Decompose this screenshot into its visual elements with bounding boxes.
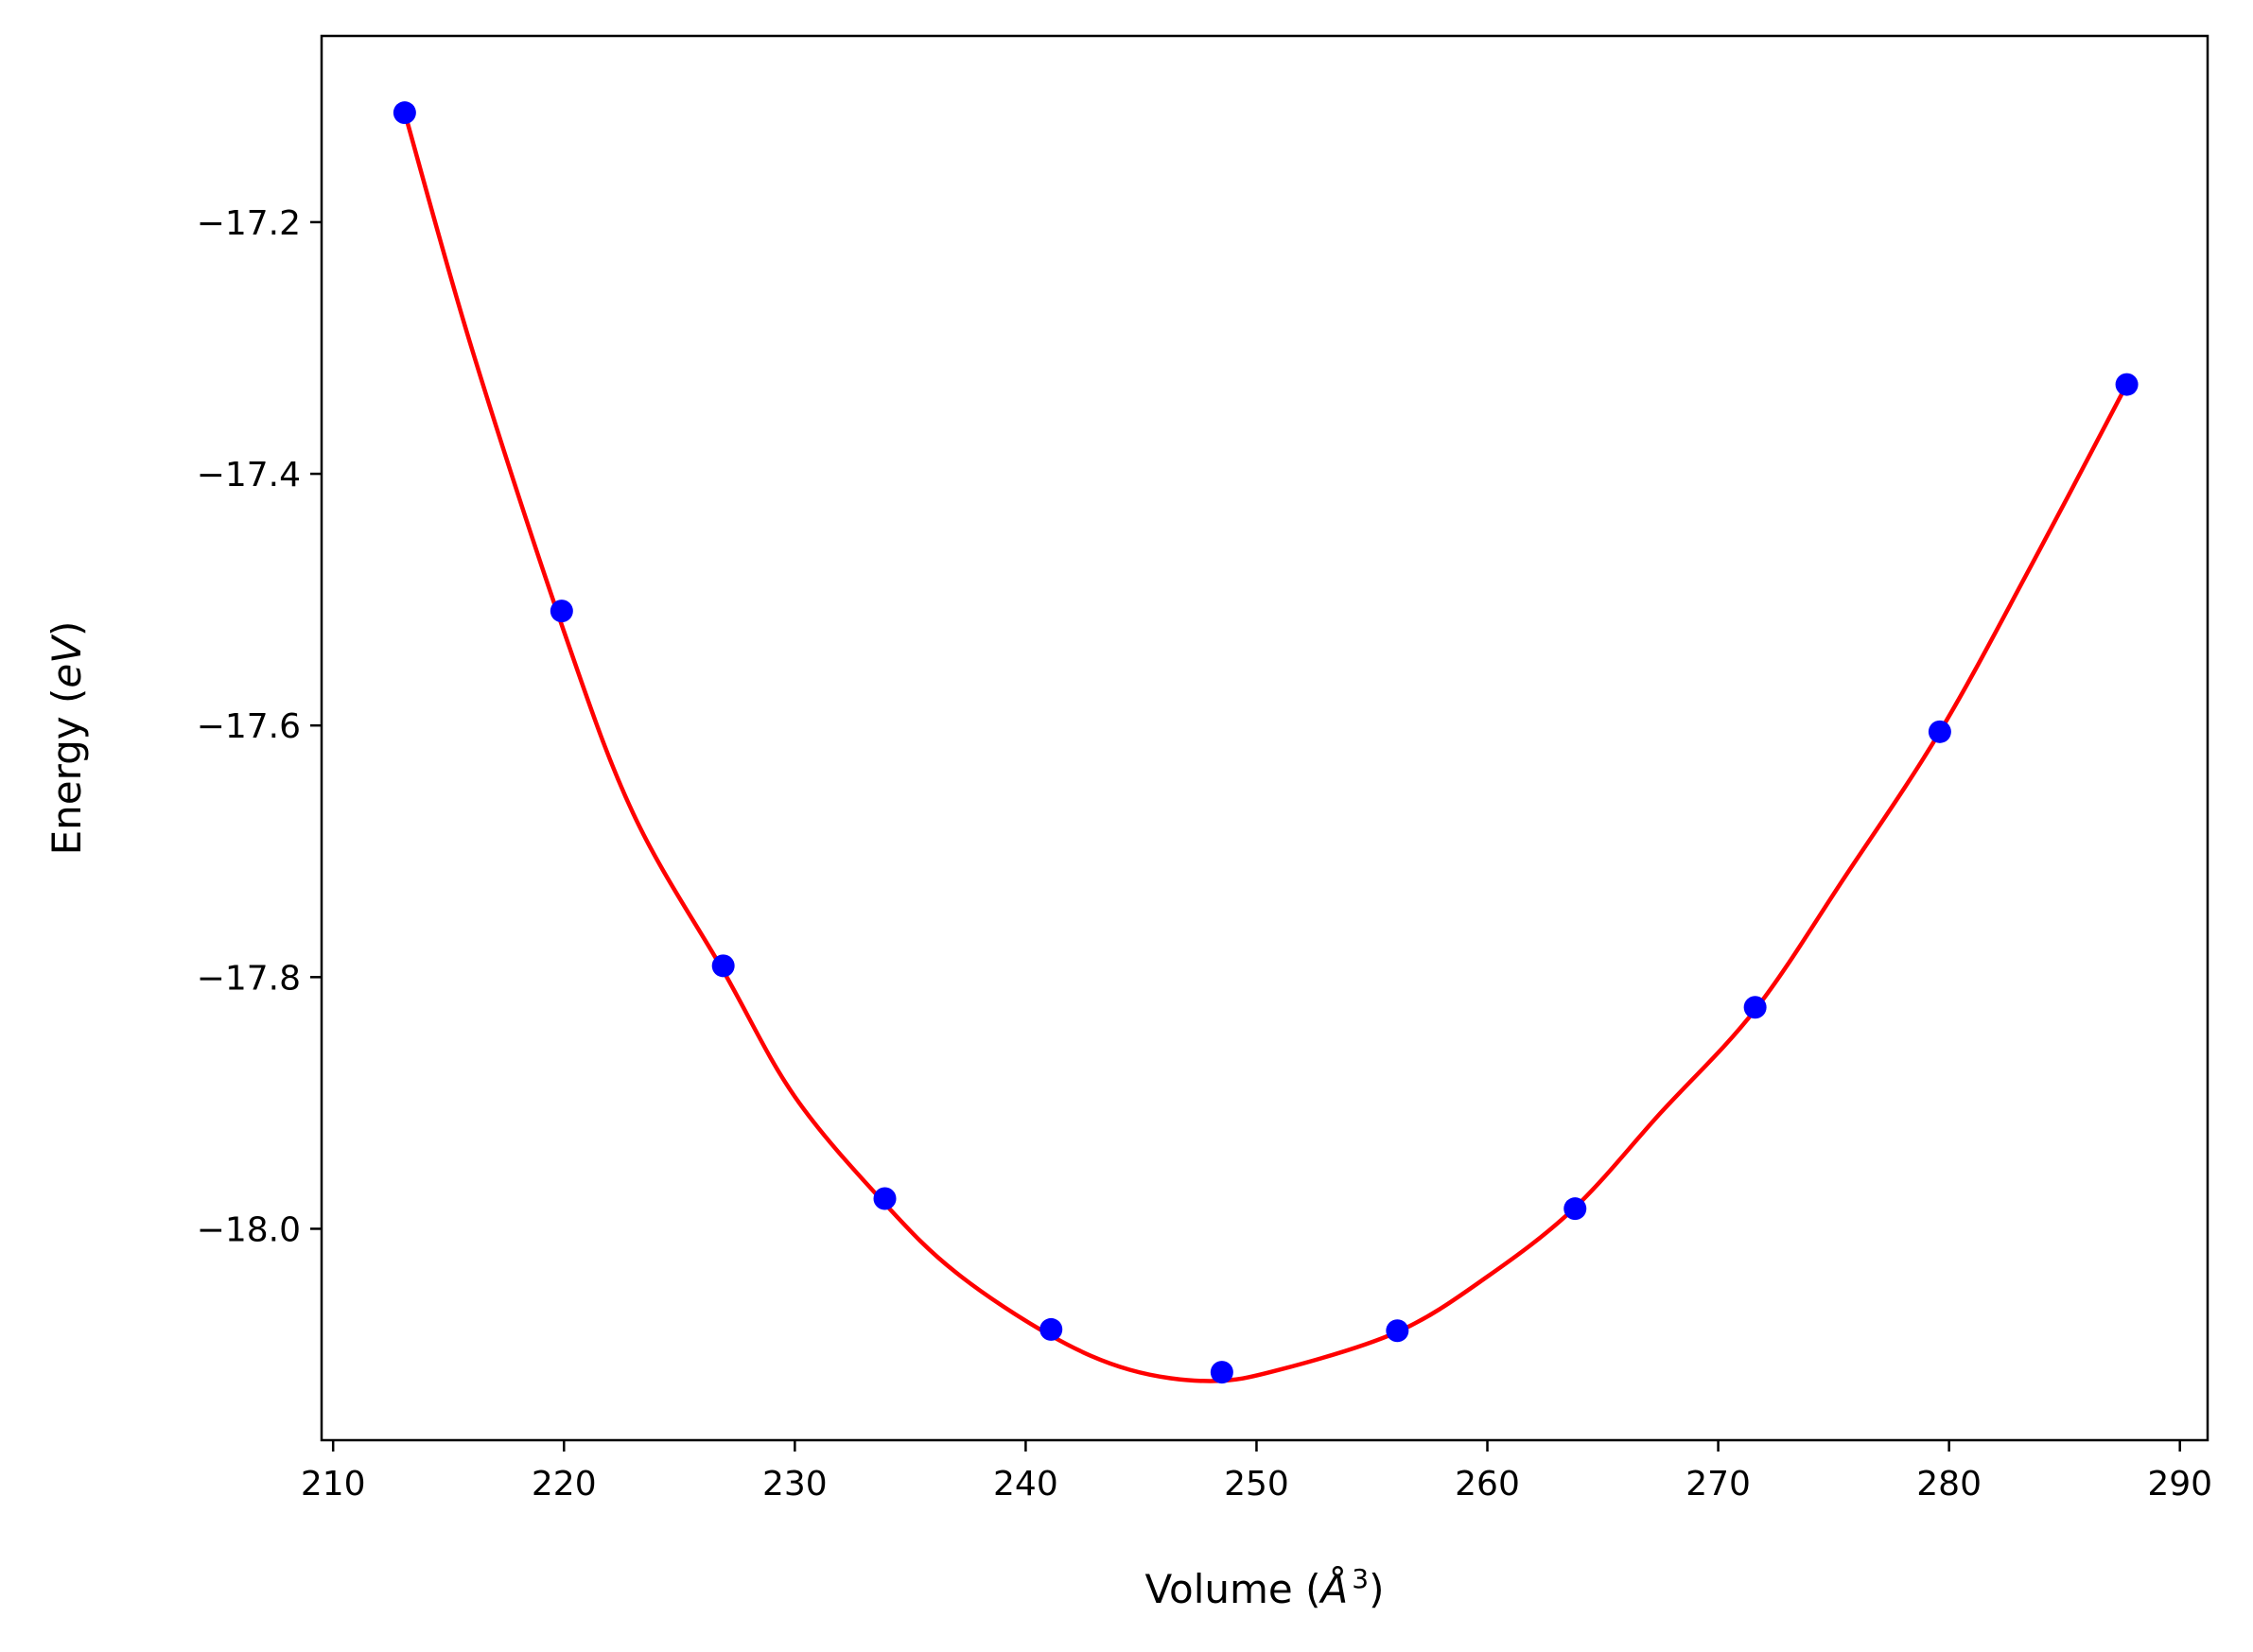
x-axis-label-unit: Å [1319,1565,1349,1612]
x-tick-label: 250 [1224,1465,1289,1504]
x-tick-label: 260 [1455,1465,1520,1504]
data-point [2115,373,2139,396]
y-tick-label: −17.6 [197,707,301,746]
y-tick-label: −18.0 [197,1210,301,1249]
x-tick-label: 210 [301,1465,366,1504]
y-axis-label-suffix: ) [44,621,90,636]
data-point [873,1187,897,1210]
y-axis-label-prefix: Energy ( [44,688,90,856]
x-axis-label-prefix: Volume ( [1145,1566,1321,1612]
x-tick-label: 280 [1916,1465,1982,1504]
x-tick-label: 270 [1685,1465,1751,1504]
data-point [1386,1319,1409,1343]
data-point [1928,720,1951,743]
data-point [1563,1197,1587,1221]
x-axis-label-suffix: ) [1369,1566,1384,1612]
plot-area [393,101,2139,1384]
data-point [1039,1317,1063,1341]
data-point [550,600,573,623]
x-axis-label: Volume (Å 3) [1145,1563,1385,1612]
axes-frame [320,34,2209,1442]
fit-curve [402,112,2129,1383]
x-axis-label-exponent: 3 [1352,1563,1369,1594]
x-tick-label: 240 [993,1465,1058,1504]
x-axis-ticks: 210 220 230 240 250 260 270 280 290 [301,1440,2212,1504]
y-axis-label: Energy (eV) [44,621,90,856]
y-tick-label: −17.4 [197,456,301,495]
x-tick-label: 290 [2147,1465,2212,1504]
data-point [711,954,735,978]
data-point [1743,996,1767,1019]
data-point [1210,1361,1233,1384]
y-tick-label: −17.8 [197,959,301,998]
x-tick-label: 220 [532,1465,597,1504]
y-axis-label-unit: eV [44,634,90,688]
y-tick-label: −17.2 [197,204,301,243]
x-tick-label: 230 [762,1465,828,1504]
y-axis-ticks: −17.2 −17.4 −17.6 −17.8 −18.0 [197,204,322,1249]
data-point [393,101,416,125]
